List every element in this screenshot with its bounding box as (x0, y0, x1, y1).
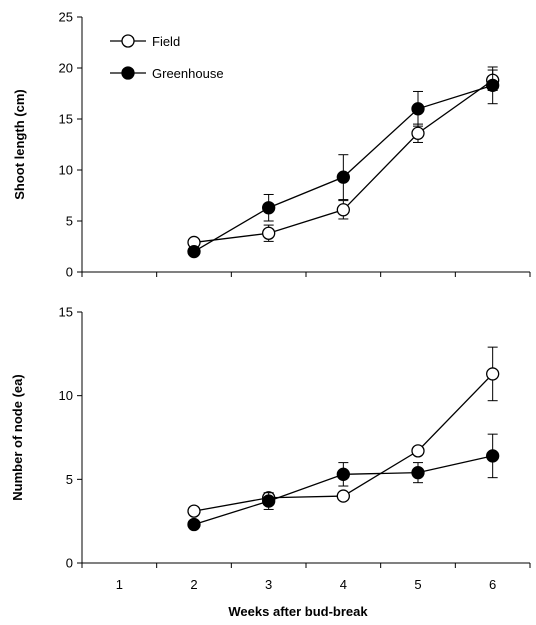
data-point (336, 203, 350, 217)
data-point (336, 467, 350, 481)
chart-panel-2: 0 5 10 15 1 2 3 4 5 6 Number of node (ea) Weeks aft… (10, 305, 531, 619)
y-tick-label: 5 (66, 214, 73, 229)
data-point (336, 170, 350, 184)
x-tick-label: 5 (414, 577, 421, 592)
data-point (262, 201, 276, 215)
legend: Field Greenhouse (110, 34, 224, 81)
data-point (411, 465, 425, 480)
y-tick-label: 25 (59, 10, 73, 25)
data-point (262, 226, 276, 240)
y-tick-label: 15 (59, 305, 73, 320)
y-tick-label: 5 (66, 472, 73, 487)
y-tick-label: 0 (66, 265, 73, 280)
y-axis-title: Shoot length (cm) (12, 89, 27, 200)
legend-marker (121, 66, 135, 80)
data-point (486, 78, 500, 92)
x-axis-title: Weeks after bud-break (228, 604, 368, 619)
series-greenhouse (187, 66, 500, 259)
data-point (411, 102, 425, 116)
y-tick-label: 0 (66, 556, 73, 571)
data-point (411, 444, 425, 458)
series-greenhouse (187, 433, 500, 532)
legend-label: Field (152, 34, 180, 49)
y-tick-label: 20 (59, 61, 73, 76)
y-axis-title: Number of node (ea) (10, 374, 25, 500)
data-point (336, 489, 350, 503)
chart-panel-1: 0 5 10 15 20 25 Shoot length (cm) Field Greenhou… (12, 10, 531, 280)
x-tick-label: 1 (116, 577, 123, 592)
data-point (187, 517, 201, 532)
legend-marker (121, 34, 135, 48)
data-point (187, 244, 201, 259)
data-point (411, 126, 425, 140)
legend-label: Greenhouse (152, 66, 224, 81)
y-tick-label: 10 (59, 163, 73, 178)
x-tick-label: 6 (489, 577, 496, 592)
x-tick-label: 3 (265, 577, 272, 592)
series-field (187, 346, 500, 518)
data-point (187, 504, 201, 518)
data-point (262, 494, 276, 508)
y-tick-label: 15 (59, 112, 73, 127)
x-tick-label: 4 (340, 577, 347, 592)
y-tick-label: 10 (59, 388, 73, 403)
data-point (486, 367, 500, 381)
data-point (486, 449, 500, 463)
x-tick-label: 2 (190, 577, 197, 592)
